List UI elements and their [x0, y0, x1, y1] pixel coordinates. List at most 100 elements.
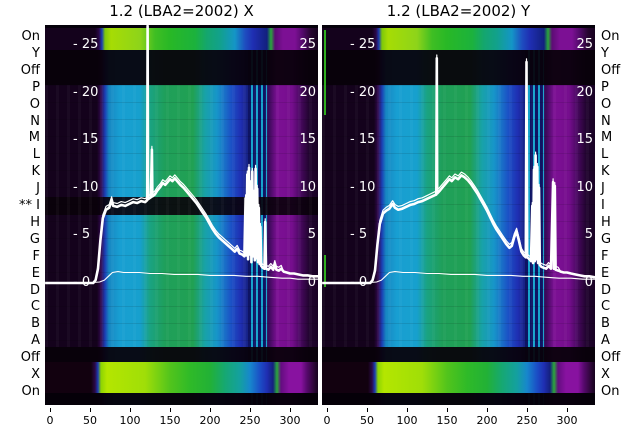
- row-label-x: X: [31, 367, 40, 382]
- heatmap-spectro-band: [45, 25, 318, 405]
- heatmap-dark-band-off: [45, 347, 318, 362]
- x-tick-mark: [90, 408, 91, 412]
- row-label-on: On: [21, 383, 40, 399]
- row-label-l: L: [601, 147, 609, 163]
- row-label-off: Off: [20, 350, 40, 366]
- inner-ytick-right: 0: [584, 275, 593, 290]
- x-tick-label: 300: [556, 414, 578, 427]
- inner-ytick-right: 15: [576, 132, 593, 148]
- x-tick-mark: [210, 408, 211, 412]
- inner-ytick-right: 25: [299, 37, 316, 52]
- x-axis-panel-x: 0 50 100 150 200 250 300: [45, 405, 318, 439]
- row-label-on: On: [21, 29, 40, 44]
- heatmap-green-edge-line: [324, 30, 326, 115]
- row-label-n: N: [30, 113, 40, 129]
- signal-trace: [45, 271, 318, 284]
- row-label-e: E: [31, 265, 40, 281]
- row-label-x: X: [601, 367, 610, 382]
- heatmap-band-x-on-bottom: [45, 362, 318, 393]
- row-labels-right: On Y Off P O N M L K J I H G F E D C B A Off X On: [600, 0, 640, 440]
- signal-trace: [322, 271, 595, 284]
- x-tick-label: 200: [199, 414, 221, 427]
- heatmap-row-texture: [45, 85, 318, 347]
- x-tick-mark: [290, 408, 291, 412]
- row-label-i: I: [601, 198, 605, 213]
- row-label-o: O: [29, 96, 40, 112]
- x-tick-label: 50: [360, 414, 374, 427]
- inner-ytick-left: - 15: [73, 132, 99, 148]
- row-label-c: C: [30, 299, 40, 315]
- row-label-n: N: [601, 113, 611, 129]
- row-label-on: On: [601, 29, 620, 44]
- inner-ytick-right: 20: [576, 84, 593, 100]
- row-label-a: A: [601, 333, 610, 349]
- signal-trace: [45, 25, 318, 284]
- signal-trace: [322, 54, 595, 284]
- inner-ytick-right: 25: [576, 37, 593, 52]
- row-label-b: B: [31, 316, 40, 332]
- row-label-g: G: [601, 231, 612, 247]
- x-tick-label: 100: [396, 414, 418, 427]
- row-label-o: O: [601, 96, 612, 112]
- x-tick-label: 200: [476, 414, 498, 427]
- heatmap-panel-x: - 25 25 - 20 20 - 15 15 - 10 10 - 5 5 - 0 0: [45, 25, 318, 405]
- x-tick-mark: [567, 408, 568, 412]
- x-tick-mark: [407, 408, 408, 412]
- heatmap-dark-band-off: [322, 347, 595, 362]
- row-label-i: ** I: [19, 198, 40, 213]
- inner-ytick-left: - 20: [73, 84, 99, 100]
- inner-ytick-left: - 20: [350, 84, 376, 100]
- signal-trace: [322, 57, 595, 285]
- row-label-d: D: [601, 282, 612, 298]
- inner-ytick-right: 0: [307, 275, 316, 290]
- x-tick-label: 250: [516, 414, 538, 427]
- inner-ytick-right: 20: [299, 84, 316, 100]
- row-label-c: C: [601, 299, 611, 315]
- row-label-m: M: [28, 130, 40, 146]
- heatmap-dark-band-y-off: [45, 50, 318, 85]
- row-label-off: Off: [601, 350, 621, 366]
- x-tick-label: 250: [239, 414, 261, 427]
- inner-ytick-right: 10: [576, 179, 593, 195]
- row-label-off: Off: [601, 62, 621, 78]
- heatmap-dark-edge-bottom: [45, 393, 318, 405]
- row-label-y: Y: [32, 45, 40, 61]
- inner-ytick-left: - 10: [73, 179, 99, 195]
- inner-ytick-left: - 5: [73, 227, 91, 243]
- row-label-k: K: [601, 164, 610, 180]
- row-label-g: G: [29, 231, 40, 247]
- row-label-y: Y: [601, 45, 609, 61]
- x-tick-label: 0: [46, 414, 54, 427]
- heatmap-dark-edge-top: [322, 25, 595, 28]
- panel-title-x: 1.2 (LBA2=2002) X: [109, 2, 254, 20]
- inner-ytick-left: - 10: [350, 179, 376, 195]
- inner-ytick-left: - 15: [350, 132, 376, 148]
- inner-ytick-left: - 5: [350, 227, 368, 243]
- x-tick-mark: [50, 408, 51, 412]
- x-axis-panel-y: 0 50 100 150 200 250 300: [322, 405, 595, 439]
- x-tick-mark: [447, 408, 448, 412]
- heatmap-band-on-top: [45, 28, 318, 50]
- inner-ytick-left: - 25: [73, 37, 99, 52]
- row-label-h: H: [601, 214, 611, 230]
- heatmap-spectro-band: [322, 25, 595, 405]
- row-labels-left: On Y Off P O N M L K J ** I H G F E D C B A Off X On: [0, 0, 41, 440]
- row-label-k: K: [31, 164, 40, 180]
- row-label-b: B: [601, 316, 610, 332]
- x-tick-mark: [367, 408, 368, 412]
- inner-ytick-right: 5: [307, 227, 316, 243]
- signal-curves-y: [322, 54, 595, 285]
- row-label-on: On: [601, 383, 620, 399]
- heatmap-band-on-top: [322, 28, 595, 50]
- x-tick-label: 100: [119, 414, 141, 427]
- inner-ytick-right: 15: [299, 132, 316, 148]
- inner-ytick-left: - 0: [350, 275, 368, 290]
- row-label-f: F: [32, 248, 40, 264]
- row-label-d: D: [29, 282, 40, 298]
- x-tick-label: 150: [159, 414, 181, 427]
- heatmap-dark-edge-bottom: [322, 393, 595, 405]
- x-tick-mark: [487, 408, 488, 412]
- signal-curves-x: [45, 25, 318, 285]
- x-tick-mark: [130, 408, 131, 412]
